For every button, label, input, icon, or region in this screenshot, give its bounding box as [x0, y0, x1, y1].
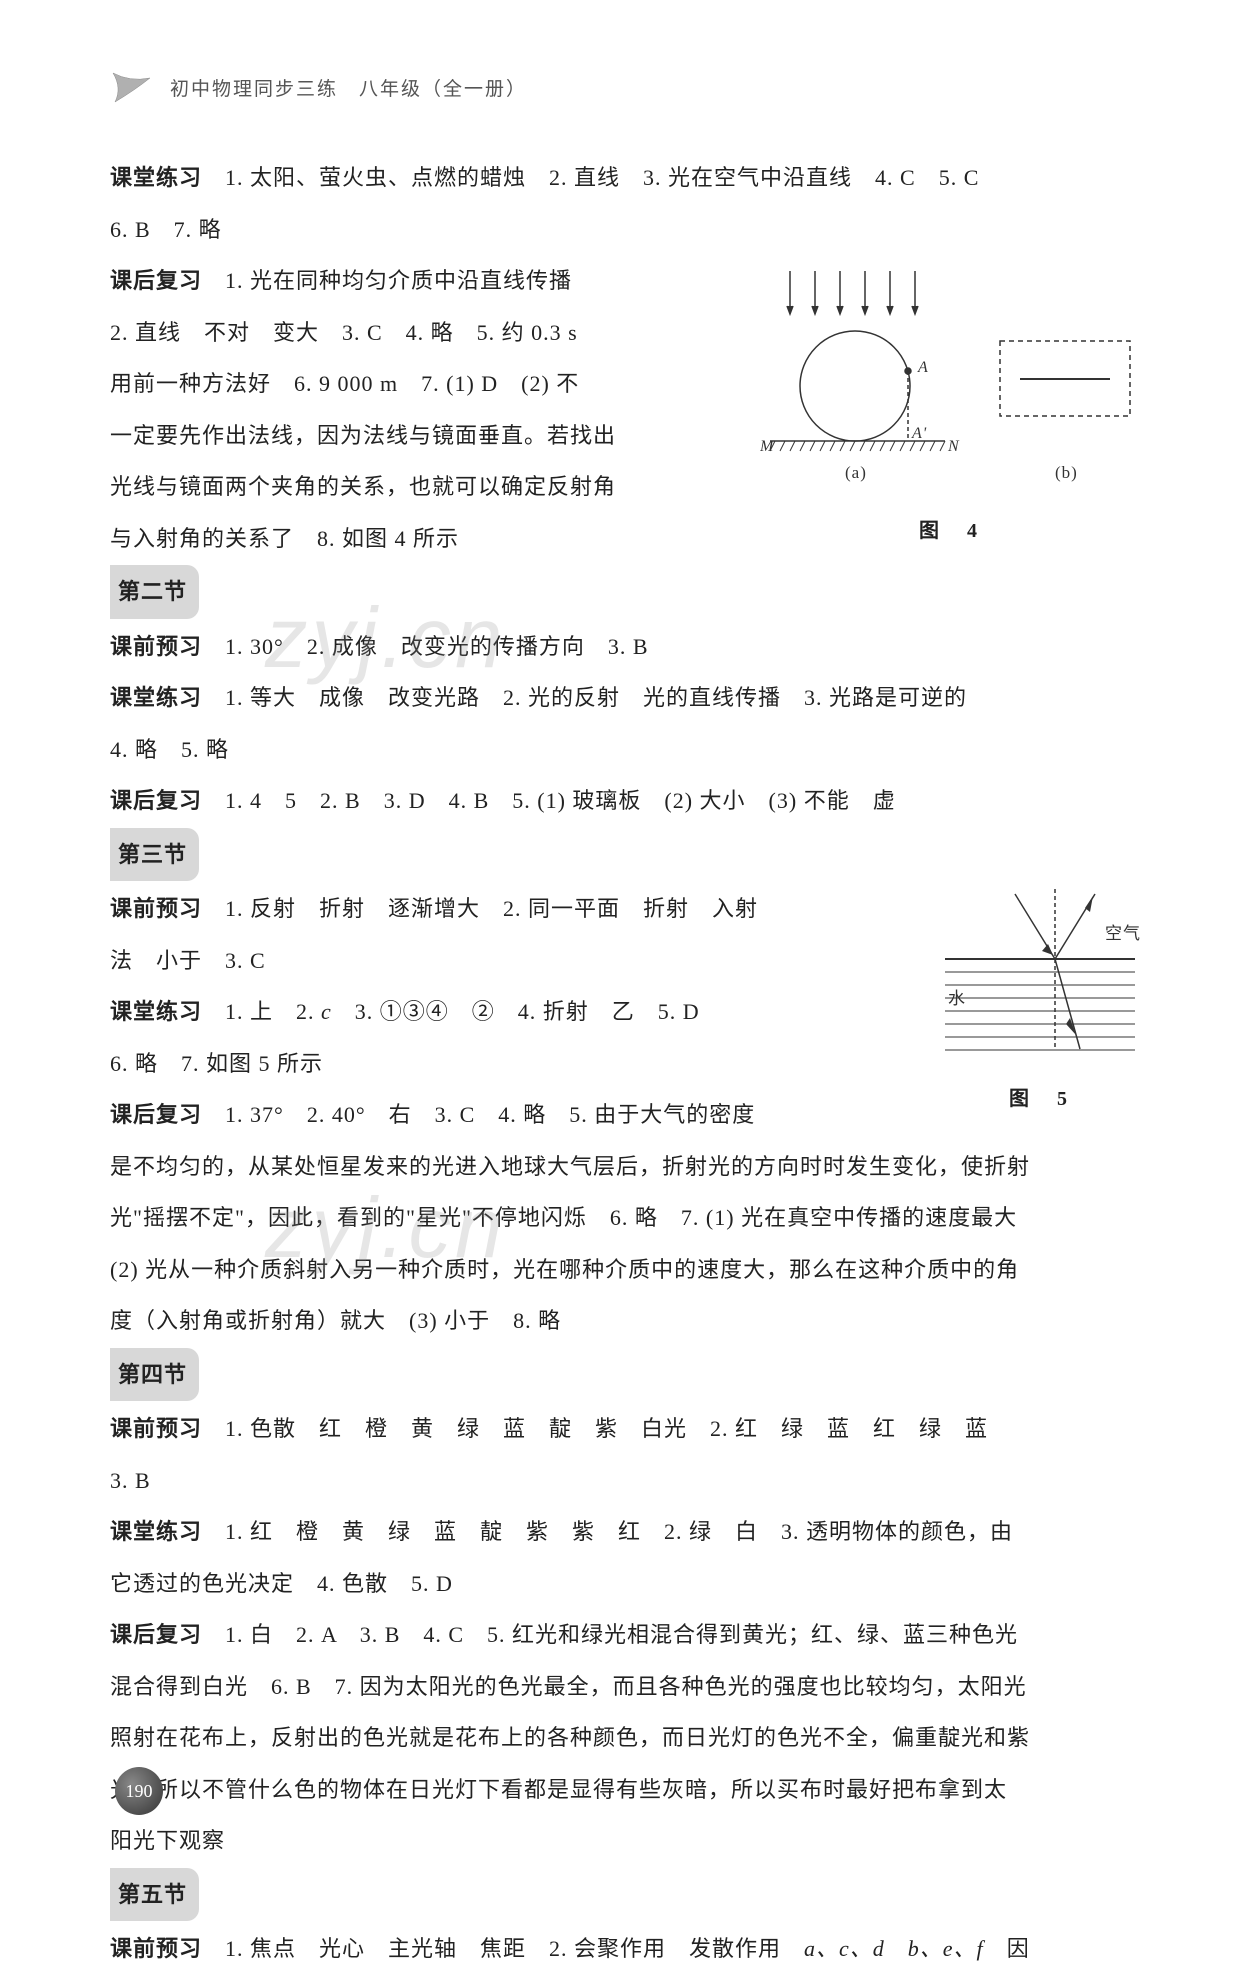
paragraph: 3. B — [110, 1456, 1140, 1506]
svg-text:A': A' — [911, 425, 927, 442]
paragraph: 课后复习 1. 4 5 2. B 3. D 4. B 5. (1) 玻璃板 (2… — [110, 776, 1140, 826]
label: 课后复习 — [110, 1622, 202, 1647]
label: 课前预习 — [110, 1936, 202, 1961]
figure-caption: 图 5 — [940, 1077, 1140, 1122]
label: 课前预习 — [110, 1416, 202, 1441]
section-heading: 第四节 — [110, 1348, 199, 1402]
paragraph: 课前预习 1. 色散 红 橙 黄 绿 蓝 靛 紫 白光 2. 红 绿 蓝 红 绿… — [110, 1404, 1140, 1454]
paragraph: 与入射角的关系了 8. 如图 4 所示 — [110, 514, 745, 564]
paragraph: 课后复习 1. 光在同种均匀介质中沿直线传播 — [110, 256, 745, 306]
main-content: 课堂练习 1. 太阳、萤火虫、点燃的蜡烛 2. 直线 3. 光在空气中沿直线 4… — [110, 153, 1140, 1974]
text: 3. ①③④ ② 4. 折射 乙 5. D — [332, 999, 700, 1024]
svg-text:N: N — [947, 438, 960, 455]
svg-text:水: 水 — [948, 989, 966, 1008]
svg-text:(a): (a) — [845, 463, 867, 482]
text: 1. 上 2. — [202, 999, 321, 1024]
figure-5-svg: 空气 水 — [940, 884, 1140, 1054]
paragraph: 课堂练习 1. 等大 成像 改变光路 2. 光的反射 光的直线传播 3. 光路是… — [110, 673, 1140, 723]
text-column: 课后复习 1. 光在同种均匀介质中沿直线传播 2. 直线 不对 变大 3. C … — [110, 256, 745, 622]
section-heading: 第二节 — [110, 565, 199, 619]
label: 课后复习 — [110, 1102, 202, 1127]
paragraph: 光"摇摆不定"，因此，看到的"星光"不停地闪烁 6. 略 7. (1) 光在真空… — [110, 1193, 1140, 1243]
paragraph: 6. 略 7. 如图 5 所示 — [110, 1039, 925, 1089]
paragraph: 课后复习 1. 37° 2. 40° 右 3. C 4. 略 5. 由于大气的密… — [110, 1090, 925, 1140]
paragraph: 它透过的色光决定 4. 色散 5. D — [110, 1559, 1140, 1609]
paragraph: 法 小于 3. C — [110, 936, 925, 986]
text: c — [321, 999, 332, 1024]
text: 1. 白 2. A 3. B 4. C 5. 红光和绿光相混合得到黄光；红、绿、… — [202, 1622, 1018, 1647]
page-header: 初中物理同步三练 八年级（全一册） — [110, 70, 1140, 105]
paragraph: 是不均匀的，从某处恒星发来的光进入地球大气层后，折射光的方向时时发生变化，使折射 — [110, 1142, 1140, 1192]
figure-4: A A' M N (a) (b) 图 4 — [760, 256, 1140, 554]
section-heading: 第五节 — [110, 1868, 199, 1922]
paragraph: 光线与镜面两个夹角的关系，也就可以确定反射角 — [110, 462, 745, 512]
paragraph: 用前一种方法好 6. 9 000 m 7. (1) D (2) 不 — [110, 359, 745, 409]
text: a、c、d b、e、f — [804, 1936, 984, 1961]
label: 课堂练习 — [110, 165, 202, 190]
label: 课前预习 — [110, 896, 202, 921]
paragraph: 度（入射角或折射角）就大 (3) 小于 8. 略 — [110, 1296, 1140, 1346]
figure-5: 空气 水 图 5 — [940, 884, 1140, 1122]
header-title: 初中物理同步三练 八年级（全一册） — [170, 74, 527, 101]
svg-text:M: M — [760, 438, 775, 455]
text: 1. 等大 成像 改变光路 2. 光的反射 光的直线传播 3. 光路是可逆的 — [202, 685, 967, 710]
svg-text:A: A — [917, 359, 929, 376]
svg-text:(b): (b) — [1055, 463, 1078, 482]
paragraph: 光，所以不管什么色的物体在日光灯下看都是显得有些灰暗，所以买布时最好把布拿到太 — [110, 1765, 1140, 1815]
text: 1. 红 橙 黄 绿 蓝 靛 紫 紫 红 2. 绿 白 3. 透明物体的颜色，由 — [202, 1519, 1013, 1544]
paragraph: 2. 直线 不对 变大 3. C 4. 略 5. 约 0.3 s — [110, 308, 745, 358]
label: 课堂练习 — [110, 1519, 202, 1544]
paragraph: 混合得到白光 6. B 7. 因为太阳光的色光最全，而且各种色光的强度也比较均匀… — [110, 1662, 1140, 1712]
paragraph: 课堂练习 1. 上 2. c 3. ①③④ ② 4. 折射 乙 5. D — [110, 987, 925, 1037]
text-figure-row: 课前预习 1. 反射 折射 逐渐增大 2. 同一平面 折射 入射 法 小于 3.… — [110, 884, 1140, 1142]
paragraph: 课堂练习 1. 太阳、萤火虫、点燃的蜡烛 2. 直线 3. 光在空气中沿直线 4… — [110, 153, 1140, 203]
text: 1. 30° 2. 成像 改变光的传播方向 3. B — [202, 634, 648, 659]
paragraph: 课堂练习 1. 红 橙 黄 绿 蓝 靛 紫 紫 红 2. 绿 白 3. 透明物体… — [110, 1507, 1140, 1557]
paragraph: 课前预习 1. 反射 折射 逐渐增大 2. 同一平面 折射 入射 — [110, 884, 925, 934]
label: 课堂练习 — [110, 999, 202, 1024]
label: 课后复习 — [110, 788, 202, 813]
text: 1. 色散 红 橙 黄 绿 蓝 靛 紫 白光 2. 红 绿 蓝 红 绿 蓝 — [202, 1416, 988, 1441]
label: 课堂练习 — [110, 685, 202, 710]
paragraph: 课前预习 1. 焦点 光心 主光轴 焦距 2. 会聚作用 发散作用 a、c、d … — [110, 1924, 1140, 1974]
text: 1. 焦点 光心 主光轴 焦距 2. 会聚作用 发散作用 — [202, 1936, 804, 1961]
text: 1. 4 5 2. B 3. D 4. B 5. (1) 玻璃板 (2) 大小 … — [202, 788, 896, 813]
paragraph: 4. 略 5. 略 — [110, 725, 1140, 775]
text: 1. 37° 2. 40° 右 3. C 4. 略 5. 由于大气的密度 — [202, 1102, 755, 1127]
text-column: 课前预习 1. 反射 折射 逐渐增大 2. 同一平面 折射 入射 法 小于 3.… — [110, 884, 925, 1142]
text: 因 — [984, 1936, 1030, 1961]
text: 1. 光在同种均匀介质中沿直线传播 — [202, 268, 572, 293]
text-figure-row: 课后复习 1. 光在同种均匀介质中沿直线传播 2. 直线 不对 变大 3. C … — [110, 256, 1140, 622]
logo-icon — [110, 70, 155, 105]
section-heading: 第三节 — [110, 828, 199, 882]
paragraph: 一定要先作出法线，因为法线与镜面垂直。若找出 — [110, 411, 745, 461]
svg-text:空气: 空气 — [1105, 924, 1140, 943]
figure-4-svg: A A' M N (a) (b) — [760, 256, 1140, 486]
label: 课前预习 — [110, 634, 202, 659]
paragraph: 6. B 7. 略 — [110, 205, 1140, 255]
paragraph: 课后复习 1. 白 2. A 3. B 4. C 5. 红光和绿光相混合得到黄光… — [110, 1610, 1140, 1660]
paragraph: 阳光下观察 — [110, 1816, 1140, 1866]
page-number: 190 — [115, 1767, 163, 1815]
text: 1. 太阳、萤火虫、点燃的蜡烛 2. 直线 3. 光在空气中沿直线 4. C 5… — [202, 165, 979, 190]
paragraph: 照射在花布上，反射出的色光就是花布上的各种颜色，而日光灯的色光不全，偏重靛光和紫 — [110, 1713, 1140, 1763]
paragraph: 课前预习 1. 30° 2. 成像 改变光的传播方向 3. B — [110, 622, 1140, 672]
figure-caption: 图 4 — [760, 509, 1140, 554]
text: 1. 反射 折射 逐渐增大 2. 同一平面 折射 入射 — [202, 896, 758, 921]
paragraph: (2) 光从一种介质斜射入另一种介质时，光在哪种介质中的速度大，那么在这种介质中… — [110, 1245, 1140, 1295]
label: 课后复习 — [110, 268, 202, 293]
